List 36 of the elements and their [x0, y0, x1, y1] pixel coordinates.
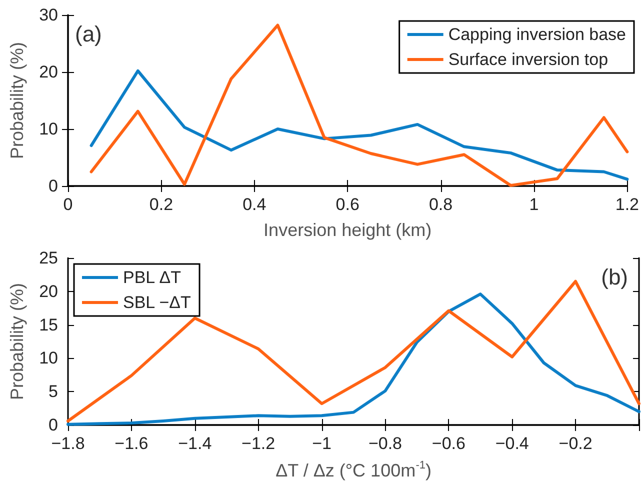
y-tick-label: 20 [39, 62, 58, 82]
legend-label: SBL −ΔT [123, 293, 191, 312]
x-tick-label: 0.8 [428, 195, 453, 214]
y-tick-label: 30 [39, 6, 58, 24]
x-tick-label: −0.6 [432, 434, 466, 453]
y-axis-title: Probability (%) [7, 282, 27, 400]
y-axis-title: Probability (%) [7, 42, 27, 160]
x-tick-label: 0 [63, 195, 73, 214]
y-tick-label: 10 [39, 348, 58, 368]
x-tick-label: 0.2 [149, 195, 174, 214]
line-series [90, 69, 629, 181]
x-tick-label: −0.8 [368, 434, 402, 453]
legend-label: Surface inversion top [448, 50, 608, 69]
y-tick-label: 0 [48, 416, 58, 434]
legend-label: PBL ΔT [123, 268, 181, 287]
y-tick-label: 20 [39, 282, 58, 301]
x-axis-title: Inversion height (km) [264, 220, 432, 240]
x-tick-label: −0.4 [495, 434, 529, 453]
x-tick-label: −1 [312, 434, 332, 453]
legend-label: Capping inversion base [448, 25, 626, 44]
x-tick-label: −1.2 [242, 434, 276, 453]
y-tick-label: 5 [48, 382, 58, 402]
y-tick-label: 15 [39, 315, 58, 334]
y-tick-label: 25 [39, 248, 58, 268]
annotation: (b) [601, 264, 628, 290]
y-tick-label: 0 [48, 176, 58, 196]
x-tick-label: 0.6 [336, 195, 360, 214]
x-tick-label: 1.2 [615, 195, 640, 214]
x-tick-label: 0.4 [242, 195, 266, 214]
x-tick-label: −1.6 [114, 434, 148, 453]
annotation: (a) [75, 22, 102, 46]
x-tick-label: −1.4 [178, 434, 212, 453]
y-tick-label: 10 [39, 120, 58, 138]
x-tick-label: −0.2 [558, 434, 592, 453]
x-tick-label: 1 [529, 195, 539, 214]
x-tick-label: −1.8 [51, 434, 85, 453]
